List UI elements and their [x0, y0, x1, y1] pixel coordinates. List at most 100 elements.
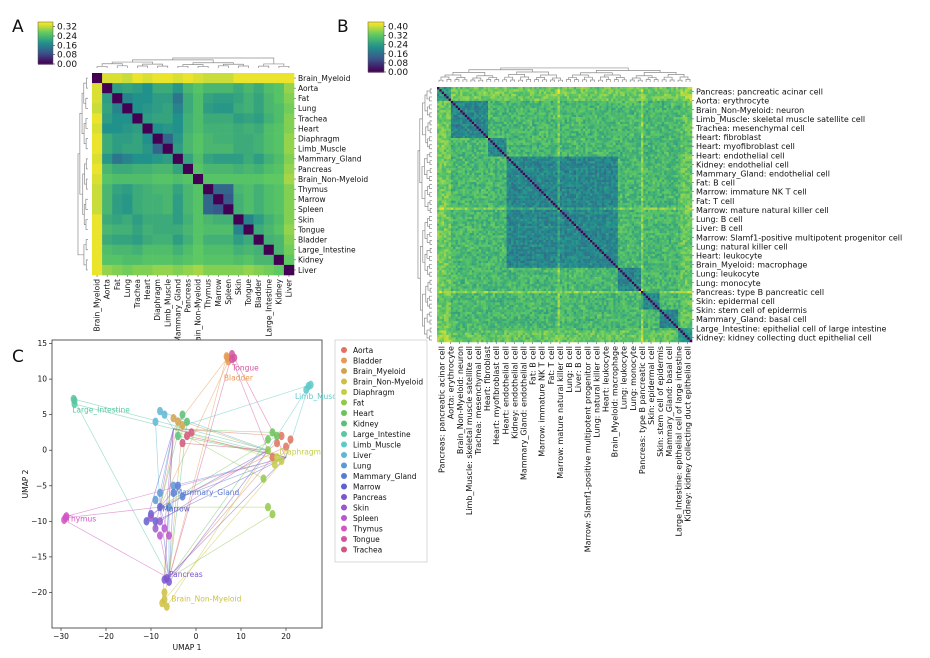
heatmap-cell: [548, 107, 551, 111]
heatmap-cell: [624, 133, 628, 136]
heatmap-cell: [636, 126, 639, 129]
heatmap-cell: [525, 119, 528, 123]
heatmap-cell: [638, 87, 642, 90]
heatmap-cell: [613, 140, 616, 143]
heatmap-cell: [590, 114, 593, 118]
heatmap-cell: [446, 163, 449, 167]
heatmap-cell: [573, 93, 577, 97]
heatmap-cell: [638, 170, 642, 174]
heatmap-cell: [462, 168, 466, 171]
heatmap-cell: [552, 147, 556, 150]
heatmap-cell: [594, 154, 598, 157]
heatmap-cell: [641, 112, 644, 116]
heatmap-cell: [608, 156, 612, 160]
colorbar-swatch: [38, 39, 53, 42]
heatmap-cell: [492, 128, 496, 132]
heatmap-cell: [576, 87, 579, 90]
heatmap-cell: [467, 144, 470, 148]
heatmap-cell: [622, 158, 626, 162]
heatmap-cell: [506, 128, 510, 132]
heatmap-cell: [638, 100, 642, 104]
heatmap-cell: [541, 142, 544, 146]
heatmap-cell: [527, 172, 530, 176]
heatmap-cell: [504, 138, 507, 141]
heatmap-cell: [650, 154, 653, 157]
heatmap-cell: [485, 161, 489, 164]
heatmap-cell: [441, 105, 445, 109]
heatmap-cell: [471, 112, 475, 116]
heatmap-cell: [682, 126, 686, 129]
dendrogram-branch: [429, 319, 432, 325]
heatmap-cell: [541, 172, 544, 176]
heatmap-cell: [485, 149, 489, 153]
heatmap-cell: [490, 93, 493, 97]
heatmap-cell: [613, 142, 616, 146]
heatmap-cell: [522, 168, 526, 171]
heatmap-cell: [606, 161, 609, 164]
heatmap-cell: [675, 87, 679, 90]
heatmap-cell: [543, 124, 547, 127]
heatmap-cell: [550, 110, 554, 113]
heatmap-cell: [645, 114, 649, 118]
heatmap-cell: [580, 105, 584, 109]
heatmap-cell: [182, 244, 194, 256]
heatmap-cell: [559, 175, 563, 178]
heatmap-cell: [617, 107, 621, 111]
heatmap-cell: [529, 91, 533, 95]
heatmap-cell: [678, 121, 681, 125]
heatmap-cell: [142, 143, 153, 155]
heatmap-cell: [650, 170, 653, 174]
heatmap-cell: [641, 103, 644, 106]
heatmap-cell: [132, 264, 143, 276]
heatmap-cell: [520, 161, 524, 164]
heatmap-cell: [599, 149, 602, 153]
heatmap-cell: [650, 89, 653, 92]
heatmap-cell: [439, 89, 442, 92]
heatmap-cell: [682, 114, 686, 118]
heatmap-cell: [590, 156, 593, 160]
heatmap-cell: [464, 170, 468, 174]
heatmap-cell: [624, 144, 628, 148]
heatmap-cell: [657, 163, 660, 167]
heatmap-cell: [580, 135, 584, 139]
heatmap-cell: [545, 93, 549, 97]
heatmap-cell: [641, 151, 644, 155]
heatmap-cell: [631, 158, 635, 162]
heatmap-cell: [622, 96, 626, 99]
heatmap-cell: [462, 128, 466, 132]
heatmap-cell: [627, 151, 630, 155]
heatmap-cell: [501, 91, 505, 95]
heatmap-cell: [494, 128, 498, 132]
heatmap-cell: [478, 98, 482, 102]
heatmap-cell: [664, 156, 667, 160]
heatmap-cell: [476, 105, 479, 109]
heatmap-cell: [638, 126, 642, 129]
heatmap-cell: [469, 114, 473, 118]
heatmap-cell: [629, 117, 632, 120]
heatmap-cell: [587, 144, 591, 148]
heatmap-cell: [654, 121, 658, 125]
heatmap-cell: [654, 175, 658, 178]
heatmap-cell: [557, 147, 561, 150]
heatmap-cell: [203, 234, 214, 245]
heatmap-cell: [462, 172, 466, 176]
heatmap-cell: [654, 172, 658, 176]
heatmap-cell: [622, 107, 626, 111]
heatmap-cell: [515, 131, 519, 134]
heatmap-cell: [481, 138, 484, 141]
heatmap-cell: [659, 170, 663, 174]
heatmap-cell: [518, 114, 521, 118]
heatmap-cell: [585, 126, 588, 129]
heatmap-cell: [162, 163, 174, 175]
heatmap-cell: [532, 91, 535, 95]
heatmap-cell: [622, 151, 626, 155]
heatmap-cell: [659, 87, 663, 90]
heatmap-cell: [490, 175, 493, 178]
heatmap-cell: [638, 119, 642, 123]
heatmap-cell: [576, 168, 579, 171]
heatmap-cell: [499, 117, 503, 120]
heatmap-cell: [525, 98, 528, 102]
heatmap-cell: [518, 103, 521, 106]
heatmap-cell: [481, 112, 484, 116]
heatmap-cell: [464, 96, 468, 99]
